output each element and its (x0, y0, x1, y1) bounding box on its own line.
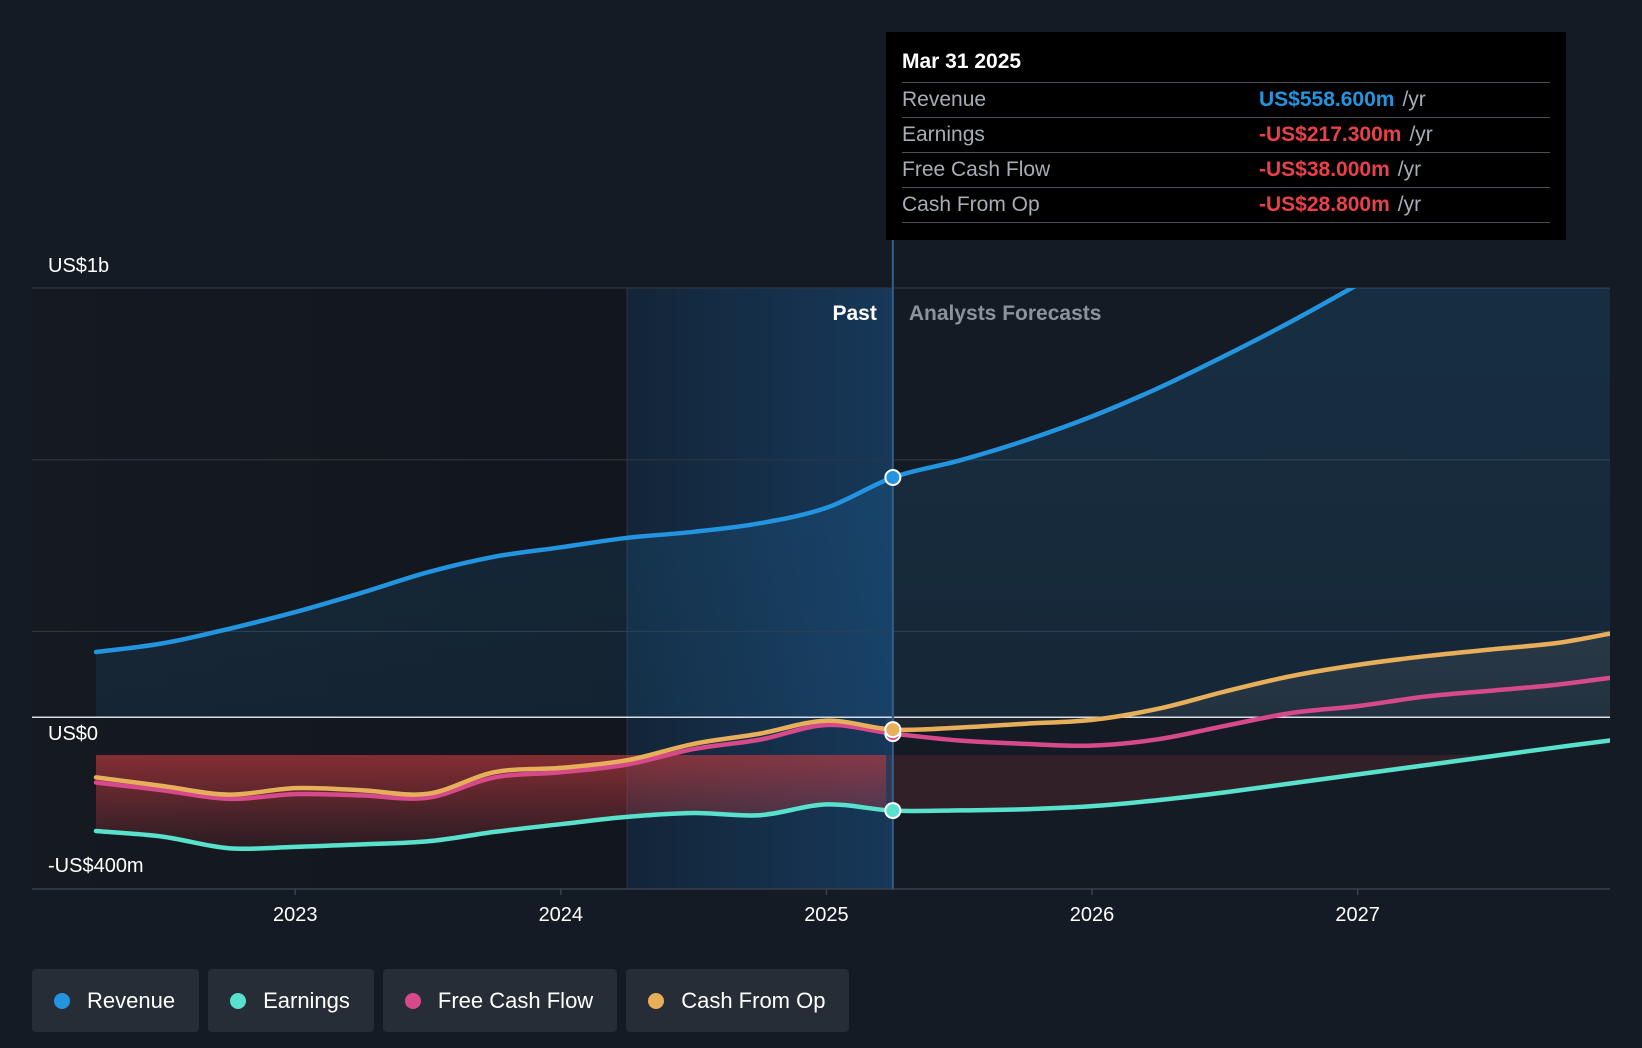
tooltip-row-revenue: Revenue US$558.600m /yr (902, 82, 1550, 117)
legend-item-revenue[interactable]: Revenue (32, 969, 200, 1032)
cash-from-op-dot-icon (648, 992, 665, 1009)
tooltip: Mar 31 2025 Revenue US$558.600m /yr Earn… (886, 32, 1566, 240)
tooltip-label: Cash From Op (902, 193, 1040, 216)
x-tick-label: 2027 (1335, 904, 1380, 926)
tooltip-date: Mar 31 2025 (902, 50, 1022, 73)
tooltip-unit: /yr (1409, 123, 1433, 146)
past-label: Past (832, 302, 876, 325)
legend: Revenue Earnings Free Cash Flow Cash Fro… (32, 969, 850, 1032)
free-cash-flow-line (93, 675, 1610, 802)
x-tick-label: 2024 (539, 904, 584, 926)
revenue-dot-icon (54, 992, 70, 1009)
earnings-line (93, 738, 1610, 852)
x-tick-label: 2026 (1070, 904, 1115, 926)
legend-label: Free Cash Flow (437, 987, 594, 1013)
revenue-area (96, 288, 1610, 718)
tooltip-value: -US$38.000m (1259, 158, 1390, 181)
tooltip-label: Free Cash Flow (902, 158, 1051, 181)
legend-label: Cash From Op (681, 987, 826, 1013)
revenue-marker (884, 468, 902, 486)
x-tick-label: 2023 (273, 904, 318, 926)
y-axis-label-zero: US$0 (48, 723, 98, 745)
forecast-label: Analysts Forecasts (909, 302, 1102, 325)
legend-item-earnings[interactable]: Earnings (208, 969, 374, 1032)
legend-label: Revenue (87, 987, 176, 1013)
tooltip-unit: /yr (1397, 193, 1422, 216)
free-cash-flow-dot-icon (404, 992, 421, 1009)
cash-from-op-line (93, 631, 1610, 797)
tooltip-value: -US$28.800m (1259, 193, 1390, 216)
tooltip-label: Earnings (902, 123, 985, 146)
tooltip-unit: /yr (1402, 88, 1426, 111)
revenue-line (93, 288, 1357, 655)
tooltip-row-cash-from-op: Cash From Op -US$28.800m /yr (902, 187, 1550, 223)
legend-item-cash-from-op[interactable]: Cash From Op (626, 969, 850, 1032)
earnings-dot-icon (230, 992, 247, 1009)
cash-from-op-marker (884, 721, 902, 739)
x-tick-label: 2025 (804, 904, 849, 926)
tooltip-value: US$558.600m (1259, 88, 1395, 111)
negative-area-forecast (886, 755, 1501, 812)
y-axis-label-top: US$1b (48, 255, 109, 277)
legend-item-free-cash-flow[interactable]: Free Cash Flow (382, 969, 618, 1032)
tooltip-row-free-cash-flow: Free Cash Flow -US$38.000m /yr (902, 152, 1550, 187)
y-axis-label-bottom: -US$400m (48, 855, 144, 877)
negative-area-past (96, 755, 886, 849)
tooltip-row-earnings: Earnings -US$217.300m /yr (902, 117, 1550, 152)
tooltip-label: Revenue (902, 88, 987, 111)
earnings-marker (884, 802, 902, 820)
tooltip-unit: /yr (1397, 158, 1422, 181)
legend-label: Earnings (263, 987, 350, 1013)
tooltip-value: -US$217.300m (1259, 123, 1402, 146)
